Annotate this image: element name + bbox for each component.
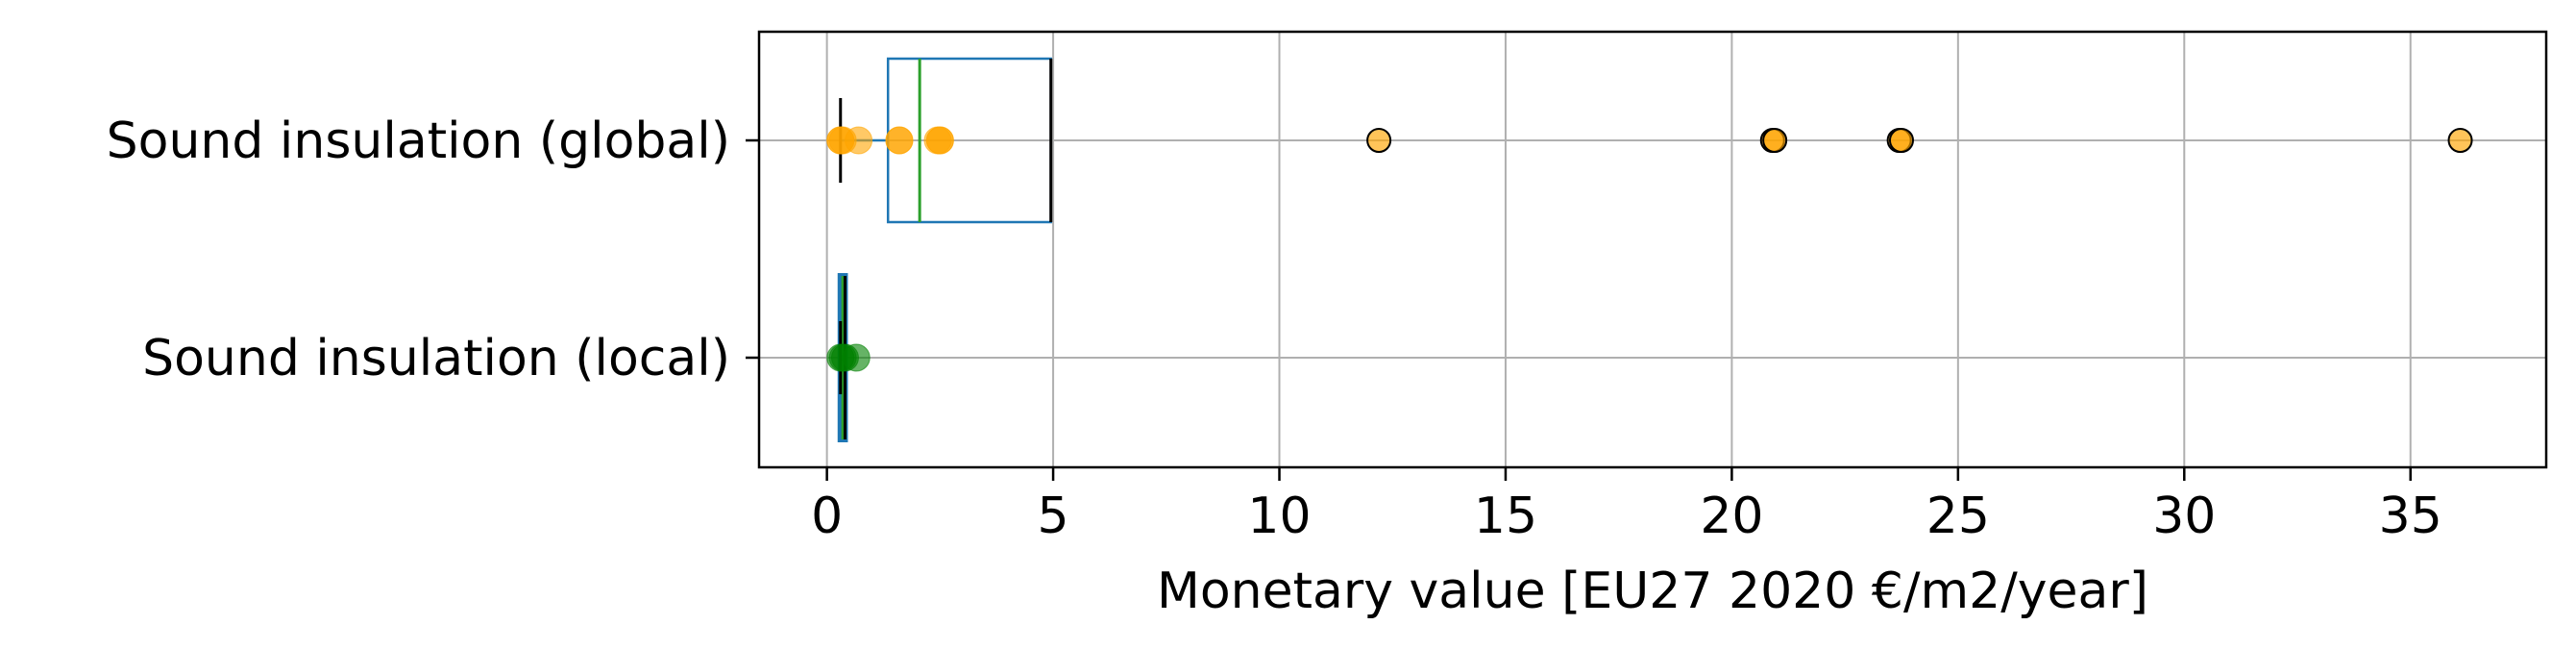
data-point: [845, 126, 873, 155]
x-tick-label: 10: [1247, 488, 1311, 545]
data-point: [885, 126, 914, 155]
plot-layer: [826, 57, 2473, 442]
x-tick-label: 0: [811, 488, 843, 545]
outlier-point: [1366, 128, 1392, 153]
box-group: [826, 57, 2473, 224]
category-label: Sound insulation (local): [142, 330, 730, 388]
box-group: [826, 273, 871, 442]
plot-frame: [757, 30, 2548, 469]
x-axis-label: Monetary value [EU27 2020 €/m2/year]: [1157, 562, 2148, 620]
x-tick-label: 15: [1474, 488, 1537, 545]
outlier-point: [1888, 128, 1914, 153]
x-tick-label: 5: [1038, 488, 1069, 545]
x-tick-label: 30: [2152, 488, 2216, 545]
outlier-point: [2447, 128, 2473, 153]
grid-layer: [759, 32, 2546, 467]
x-tick-label: 35: [2379, 488, 2442, 545]
x-tick-label: 25: [1926, 488, 1990, 545]
data-point: [842, 343, 871, 372]
outlier-point: [1762, 128, 1788, 153]
ticks-layer: 0 5 10 15 20 25 30 35 Sound insulation (global) S…: [107, 112, 2442, 545]
category-label: Sound insulation (global): [107, 112, 730, 170]
x-tick-label: 20: [1700, 488, 1763, 545]
data-point: [925, 126, 954, 155]
